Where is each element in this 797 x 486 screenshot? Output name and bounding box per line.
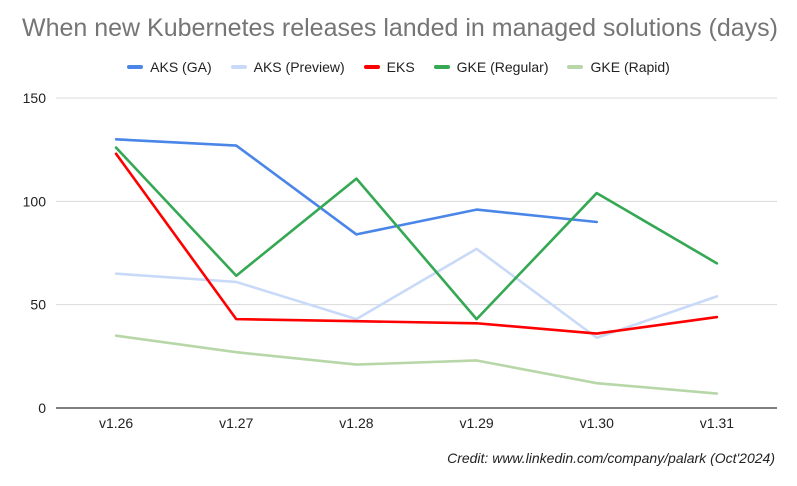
series-lines bbox=[114, 138, 719, 395]
legend-label: GKE (Regular) bbox=[456, 59, 549, 75]
credit-note: Credit: www.linkedin.com/company/palark … bbox=[447, 450, 775, 466]
series-line-gke-regular bbox=[114, 146, 719, 321]
series-line-aks-preview bbox=[114, 247, 719, 340]
legend-item-eks: EKS bbox=[363, 59, 415, 75]
legend-swatch bbox=[230, 65, 247, 69]
x-tick-label: v1.31 bbox=[700, 415, 734, 431]
legend-swatch bbox=[363, 65, 380, 69]
gridlines bbox=[56, 97, 777, 306]
chart-title: When new Kubernetes releases landed in m… bbox=[22, 14, 779, 42]
legend-swatch bbox=[567, 65, 584, 69]
x-tick-label: v1.27 bbox=[219, 415, 253, 431]
legend-item-aks-ga: AKS (GA) bbox=[127, 59, 212, 75]
chart-legend: AKS (GA) AKS (Preview) EKS GKE (Regular) GKE… bbox=[0, 56, 797, 78]
y-tick-label: 0 bbox=[38, 400, 46, 416]
legend-label: GKE (Rapid) bbox=[590, 59, 670, 75]
x-tick-label: v1.28 bbox=[339, 415, 373, 431]
y-tick-label: 150 bbox=[23, 90, 47, 106]
legend-label: AKS (GA) bbox=[150, 59, 212, 75]
legend-item-gke-rapid: GKE (Rapid) bbox=[567, 59, 670, 75]
series-line-eks bbox=[114, 152, 719, 335]
legend-swatch bbox=[433, 65, 450, 69]
x-tick-label: v1.29 bbox=[459, 415, 493, 431]
x-tick-label: v1.26 bbox=[99, 415, 133, 431]
axes: 0 50 100 150 v1.26 v1.27 v1.28 v1.29 v1.30 v1.31 bbox=[23, 90, 777, 431]
legend-swatch bbox=[127, 65, 144, 69]
y-tick-label: 100 bbox=[23, 193, 47, 209]
legend-label: EKS bbox=[386, 59, 415, 75]
series-line-aks-ga bbox=[114, 138, 599, 236]
x-tick-label: v1.30 bbox=[580, 415, 614, 431]
legend-item-aks-preview: AKS (Preview) bbox=[230, 59, 345, 75]
legend-label: AKS (Preview) bbox=[253, 59, 345, 75]
y-tick-label: 50 bbox=[30, 297, 46, 313]
series-line-gke-rapid bbox=[114, 334, 719, 395]
legend-item-gke-regular: GKE (Regular) bbox=[433, 59, 549, 75]
